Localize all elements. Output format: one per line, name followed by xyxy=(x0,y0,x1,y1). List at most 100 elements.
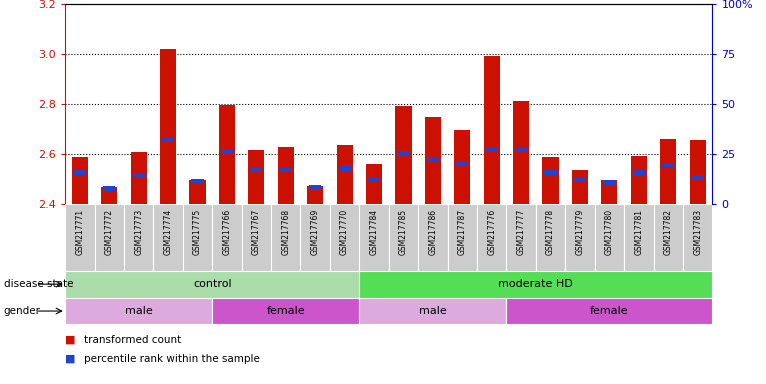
Bar xyxy=(653,204,683,271)
Bar xyxy=(248,150,264,204)
Bar xyxy=(250,167,263,172)
Text: ■: ■ xyxy=(65,354,76,364)
Text: GSM217771: GSM217771 xyxy=(75,209,84,255)
Bar xyxy=(359,271,712,298)
Bar xyxy=(153,204,183,271)
Bar xyxy=(339,166,351,171)
Text: GSM217775: GSM217775 xyxy=(193,209,202,255)
Text: gender: gender xyxy=(4,306,41,316)
Bar xyxy=(133,172,145,177)
Bar xyxy=(130,152,147,204)
Bar xyxy=(280,167,292,172)
Bar xyxy=(633,170,645,175)
Text: GSM217786: GSM217786 xyxy=(428,209,437,255)
Text: percentile rank within the sample: percentile rank within the sample xyxy=(84,354,260,364)
Bar xyxy=(425,118,441,204)
Text: GSM217782: GSM217782 xyxy=(664,209,673,255)
Text: GSM217773: GSM217773 xyxy=(134,209,143,255)
Bar xyxy=(624,204,653,271)
Bar xyxy=(192,179,204,183)
Bar xyxy=(515,147,527,152)
Bar xyxy=(160,49,176,204)
Bar xyxy=(692,175,704,180)
Bar xyxy=(72,157,88,204)
Bar xyxy=(506,298,712,324)
Bar xyxy=(477,204,506,271)
Bar xyxy=(307,186,323,204)
Bar xyxy=(457,161,468,166)
Bar xyxy=(219,105,235,204)
Text: GSM217781: GSM217781 xyxy=(634,209,643,255)
Bar xyxy=(506,204,536,271)
Bar xyxy=(309,185,321,190)
Text: GSM217779: GSM217779 xyxy=(575,209,584,255)
Bar xyxy=(278,147,294,204)
Bar xyxy=(572,170,588,204)
Bar xyxy=(630,156,647,204)
Bar xyxy=(604,180,615,185)
Text: GSM217767: GSM217767 xyxy=(252,209,261,255)
Text: control: control xyxy=(193,279,231,289)
Bar xyxy=(330,204,359,271)
Bar xyxy=(74,170,86,175)
Bar xyxy=(103,186,116,191)
Text: GSM217776: GSM217776 xyxy=(487,209,496,255)
Text: male: male xyxy=(419,306,447,316)
Text: GSM217769: GSM217769 xyxy=(311,209,319,255)
Bar xyxy=(359,298,506,324)
Bar xyxy=(65,204,94,271)
Bar xyxy=(662,162,674,167)
Bar xyxy=(389,204,418,271)
Text: GSM217770: GSM217770 xyxy=(340,209,349,255)
Bar xyxy=(418,204,447,271)
Bar xyxy=(65,271,359,298)
Text: GSM217768: GSM217768 xyxy=(281,209,290,255)
Text: GSM217780: GSM217780 xyxy=(605,209,614,255)
Text: GSM217772: GSM217772 xyxy=(105,209,113,255)
Text: transformed count: transformed count xyxy=(84,335,182,345)
Bar xyxy=(368,177,380,182)
Bar xyxy=(65,298,212,324)
Bar xyxy=(601,180,617,204)
Bar xyxy=(162,137,174,142)
Bar xyxy=(124,204,153,271)
Bar xyxy=(241,204,271,271)
Bar xyxy=(689,140,705,204)
Bar xyxy=(212,204,241,271)
Bar xyxy=(454,130,470,204)
Bar xyxy=(427,157,439,162)
Bar xyxy=(660,139,676,204)
Bar xyxy=(300,204,330,271)
Bar xyxy=(271,204,300,271)
Bar xyxy=(183,204,212,271)
Bar xyxy=(574,177,586,182)
Text: disease state: disease state xyxy=(4,279,74,289)
Bar xyxy=(483,56,499,204)
Text: GSM217787: GSM217787 xyxy=(458,209,466,255)
Text: GSM217774: GSM217774 xyxy=(164,209,172,255)
Text: GSM217777: GSM217777 xyxy=(516,209,525,255)
Bar xyxy=(212,298,359,324)
Bar xyxy=(221,149,233,153)
Bar xyxy=(359,204,389,271)
Text: GSM217785: GSM217785 xyxy=(399,209,408,255)
Bar xyxy=(395,106,411,204)
Text: GSM217778: GSM217778 xyxy=(546,209,555,255)
Text: female: female xyxy=(267,306,305,316)
Bar xyxy=(398,151,410,156)
Bar xyxy=(594,204,624,271)
Bar xyxy=(542,157,558,204)
Bar xyxy=(536,204,565,271)
Bar xyxy=(565,204,594,271)
Bar xyxy=(189,180,205,204)
Bar xyxy=(513,101,529,204)
Bar xyxy=(366,164,382,204)
Bar xyxy=(447,204,477,271)
Bar xyxy=(683,204,712,271)
Text: ■: ■ xyxy=(65,335,76,345)
Bar xyxy=(336,145,352,204)
Text: male: male xyxy=(125,306,152,316)
Bar xyxy=(486,147,498,152)
Text: female: female xyxy=(590,306,629,316)
Text: GSM217766: GSM217766 xyxy=(222,209,231,255)
